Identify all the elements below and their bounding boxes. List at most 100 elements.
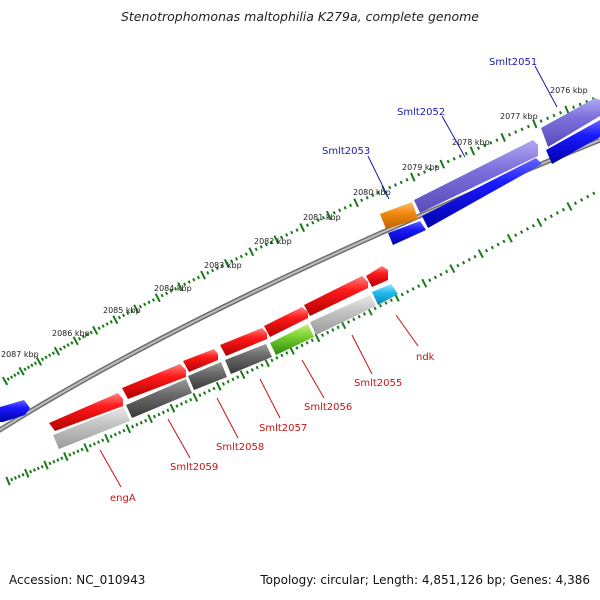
outer-track-tick [564, 105, 570, 115]
outer-track-tick [66, 343, 70, 347]
gene-arrow-smlt2051[interactable] [541, 98, 600, 147]
gene-arrow-left-edge[interactable] [0, 400, 30, 422]
outer-track-tick [489, 141, 493, 145]
inner-track-tick [320, 333, 325, 337]
kbp-label-2082: 2082 kbp [254, 237, 292, 246]
gene-arrow-smlt2059[interactable] [122, 364, 186, 399]
feature-light-gray-enga[interactable] [53, 407, 130, 449]
feature-dark-gray-2057[interactable] [225, 344, 272, 374]
inner-track-tick [113, 432, 117, 437]
gene-arrow-smlt2056[interactable] [264, 307, 308, 337]
inner-track-tick [198, 393, 202, 398]
outer-track-tick [23, 367, 27, 372]
inner-track-tick [147, 414, 153, 424]
outer-track-tick [33, 361, 38, 366]
outer-track-tick [112, 315, 119, 325]
outer-tick-track [1, 97, 595, 386]
feature-cyan[interactable] [372, 284, 398, 305]
gene-arrow-smlt2058[interactable] [183, 349, 218, 372]
outer-track-tick [121, 313, 126, 318]
inner-track-tick [417, 284, 421, 288]
outer-track-tick [273, 235, 280, 245]
gene-label-smlt2055[interactable]: Smlt2055 [354, 378, 402, 389]
outer-track-tick [101, 324, 105, 328]
inner-track-tick [207, 388, 211, 393]
gene-arrow-smlt2051-cds[interactable] [546, 120, 600, 164]
inner-track-tick [21, 473, 25, 477]
outer-track-tick [173, 287, 178, 291]
inner-track-tick [68, 453, 72, 457]
kbp-label-2085: 2085 kbp [103, 306, 141, 315]
outer-track-tick [117, 315, 122, 320]
outer-track-tick [13, 373, 17, 377]
gene-arrow-enga[interactable] [49, 393, 123, 431]
outer-track-tick [92, 325, 99, 335]
feature-dark-gray-2059[interactable] [126, 379, 192, 418]
gene-label-enga[interactable]: engA [110, 493, 136, 504]
outer-track-tick [97, 326, 101, 331]
gene-label-smlt2052[interactable]: Smlt2052 [397, 107, 445, 118]
inner-track-tick [502, 239, 506, 244]
feature-light-gray-ndk[interactable] [310, 295, 376, 335]
outer-track-tick [85, 332, 89, 337]
outer-track-tick [77, 336, 82, 341]
gene-arrow-smlt2055[interactable] [304, 276, 368, 316]
inner-track-tick [400, 292, 404, 297]
feature-green[interactable] [270, 324, 314, 355]
feature-dark-gray-2058[interactable] [188, 362, 227, 390]
gene-label-smlt2058[interactable]: Smlt2058 [216, 442, 264, 453]
kbp-label-2080: 2080 kbp [353, 188, 391, 197]
gene-label-smlt2051[interactable]: Smlt2051 [489, 57, 537, 68]
inner-track-tick [184, 400, 188, 404]
inner-track-tick [378, 303, 383, 308]
kbp-label-2084: 2084 kbp [154, 284, 192, 293]
gene-label-smlt2053[interactable]: Smlt2053 [322, 146, 370, 157]
gene-label-smlt2056[interactable]: Smlt2056 [304, 402, 352, 413]
inner-track-tick [362, 312, 367, 316]
gene-arrow-smlt2053-cds[interactable] [388, 221, 426, 245]
outer-track-tick [26, 365, 31, 370]
outer-track-tick [35, 356, 43, 366]
outer-track-tick [405, 178, 409, 182]
outer-track-tick [254, 247, 258, 252]
gene-arrow-smlt2052-cds[interactable] [422, 158, 542, 228]
outer-track-tick [326, 210, 332, 220]
inner-track-tick [305, 341, 309, 345]
outer-track-tick [6, 377, 10, 381]
outer-track-tick [526, 124, 530, 129]
outer-track-tick [51, 351, 55, 356]
kbp-label-2077: 2077 kbp [500, 112, 538, 121]
gene-label-smlt2059[interactable]: Smlt2059 [170, 462, 218, 473]
inner-track-tick [40, 464, 44, 469]
inner-track-tick [226, 379, 230, 384]
outer-track-tick [109, 320, 113, 324]
gene-label-ndk[interactable]: ndk [416, 352, 435, 363]
inner-track-tick [260, 363, 264, 367]
inner-track-tick [104, 433, 110, 443]
kbp-label-2076: 2076 kbp [550, 86, 588, 95]
gene-label-smlt2057[interactable]: Smlt2057 [259, 423, 307, 434]
gene-arrow-smlt2053[interactable] [380, 202, 418, 229]
outer-track-tick [439, 159, 445, 169]
outer-track-tick [500, 132, 506, 142]
outer-track-tick [532, 119, 538, 129]
inner-track-tick [48, 461, 52, 466]
inner-track-tick [166, 408, 170, 413]
gene-arrow-ndk[interactable] [366, 266, 388, 287]
inner-track-tick [280, 353, 284, 358]
gene-arrow-smlt2057[interactable] [220, 328, 267, 356]
inner-track-tick [462, 260, 466, 265]
leader-smlt2051 [534, 65, 558, 108]
inner-track-tick [314, 333, 321, 343]
inner-track-tick [433, 275, 437, 280]
outer-track-tick [353, 198, 359, 208]
inner-track-tick [389, 298, 393, 302]
inner-track-tick [352, 317, 356, 322]
outer-track-tick [295, 228, 299, 232]
outer-track-tick [539, 119, 543, 123]
outer-track-tick [230, 259, 234, 263]
accession-text: Accession: NC_010943 [9, 573, 146, 587]
inner-track-tick [175, 404, 179, 408]
outer-track-tick [476, 146, 480, 150]
gene-arrow-smlt2052[interactable] [414, 140, 538, 213]
